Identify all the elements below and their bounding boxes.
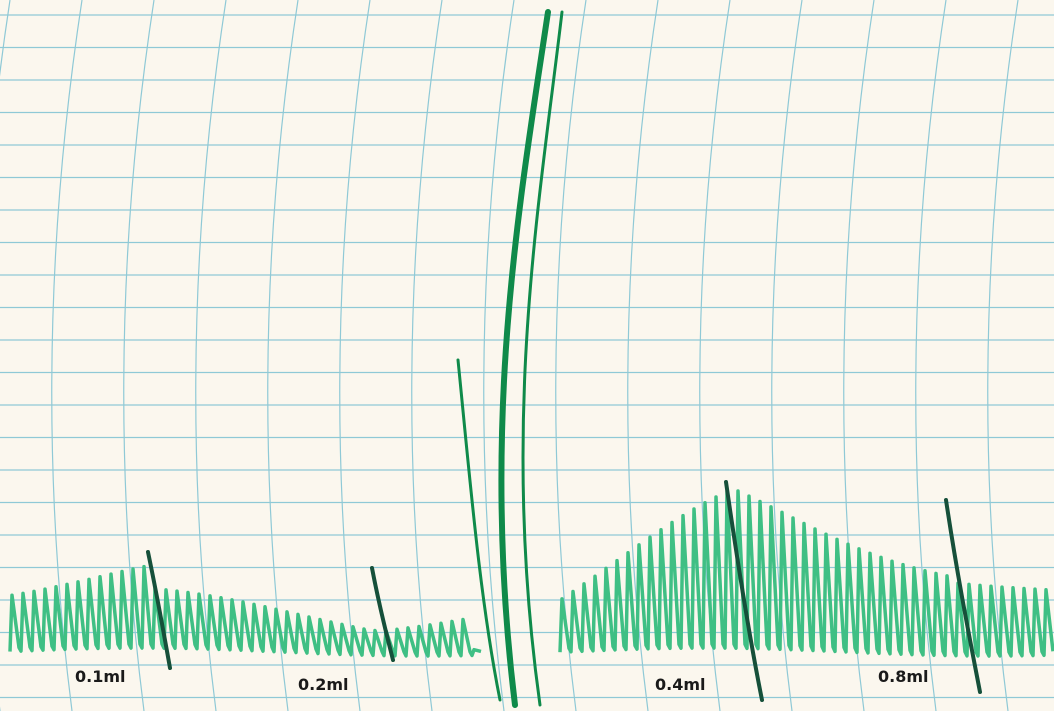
grid-column bbox=[987, 0, 1019, 711]
contraction-trace bbox=[8, 564, 482, 658]
grid-column bbox=[51, 0, 83, 711]
injection-marks bbox=[146, 480, 982, 702]
dose-label: 0.8ml bbox=[878, 667, 929, 686]
grid-column bbox=[483, 0, 515, 711]
grid-column bbox=[339, 0, 371, 711]
baseline-shift bbox=[456, 9, 564, 708]
contraction-trace bbox=[558, 489, 1054, 658]
trace bbox=[8, 489, 1054, 658]
grid-column bbox=[411, 0, 443, 711]
dose-label: 0.4ml bbox=[655, 675, 706, 694]
grid-column bbox=[195, 0, 227, 711]
dose-label: 0.2ml bbox=[298, 675, 349, 694]
dose-label: 0.1ml bbox=[75, 667, 126, 686]
